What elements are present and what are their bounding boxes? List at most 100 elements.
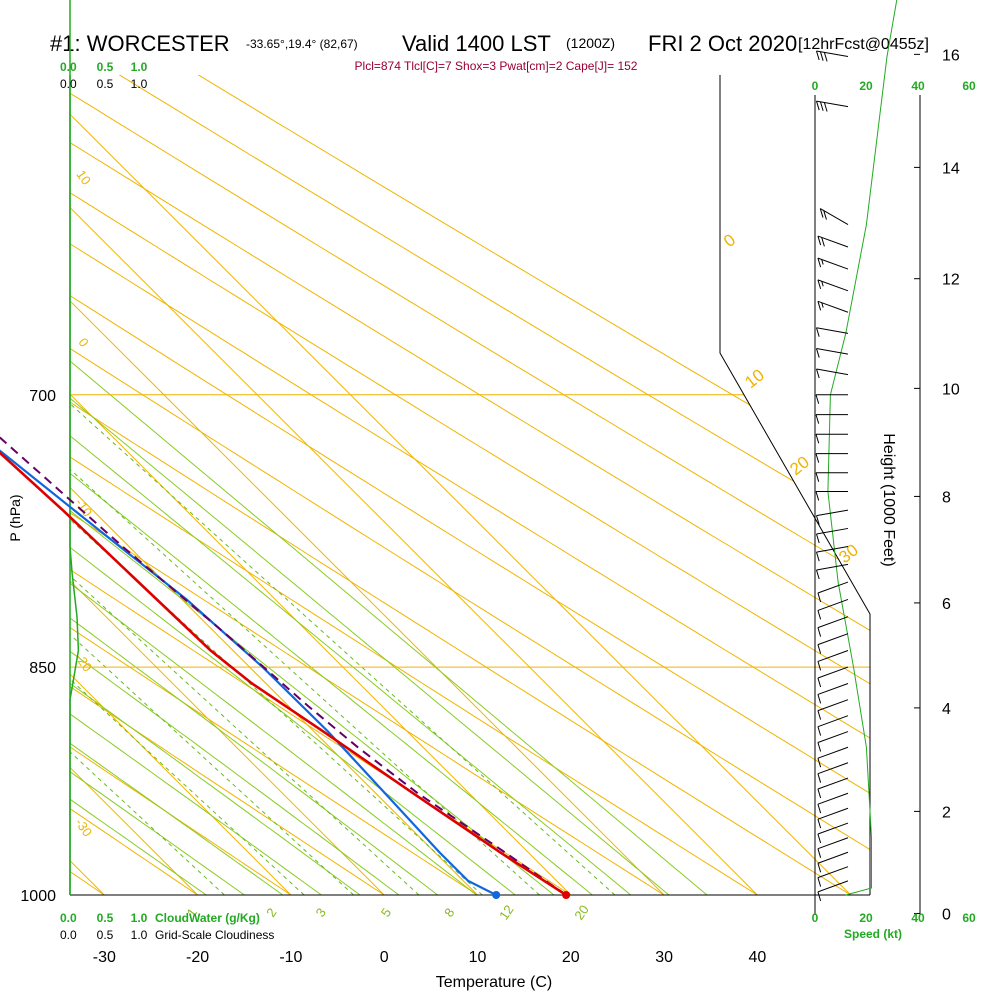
height-tick-label: 4 bbox=[942, 701, 951, 718]
speed-tick-top: 40 bbox=[911, 79, 925, 93]
wind-barb-flag bbox=[817, 819, 822, 829]
valid-time: Valid 1400 LST bbox=[402, 31, 551, 56]
dry-adiabat-line bbox=[70, 75, 868, 895]
wind-barb-flag bbox=[816, 551, 820, 562]
cloudiness-tick-top: 1.0 bbox=[131, 77, 148, 91]
wind-barb-flag bbox=[817, 677, 822, 688]
wind-barb-flag bbox=[821, 281, 824, 287]
isotherm-line bbox=[70, 75, 547, 895]
wind-barb bbox=[817, 746, 849, 768]
mixing-ratio-lines bbox=[70, 75, 616, 895]
height-tick-label: 14 bbox=[942, 160, 960, 177]
wind-barb-flag bbox=[821, 237, 825, 247]
moist-adiabat-line bbox=[70, 75, 565, 895]
utc-time: (1200Z) bbox=[566, 35, 615, 51]
wind-barb-flag bbox=[821, 259, 824, 265]
wind-barb bbox=[815, 394, 848, 404]
wind-barb-flag bbox=[817, 694, 822, 704]
mixing-ratio-line bbox=[70, 75, 305, 895]
wind-barb-flag bbox=[817, 833, 822, 844]
temperature-tick-label: -30 bbox=[93, 949, 116, 966]
wind-barb bbox=[816, 509, 849, 525]
wind-barb-flag bbox=[817, 592, 822, 603]
wind-barb bbox=[817, 822, 849, 844]
wind-barb-staff bbox=[817, 666, 849, 679]
wind-barb bbox=[817, 633, 849, 654]
wind-barb bbox=[815, 433, 848, 444]
wind-barb-flag bbox=[816, 348, 820, 358]
wind-barb-flag bbox=[823, 210, 827, 220]
speed-tick-bottom: 0 bbox=[812, 911, 819, 925]
wind-barb-flag bbox=[819, 51, 824, 61]
cloudiness-tick-top: 0.0 bbox=[60, 77, 77, 91]
moist-adiabats bbox=[70, 75, 789, 895]
wind-barb bbox=[817, 235, 849, 248]
wind-barb-staff bbox=[817, 699, 849, 712]
dry-adiabat-line bbox=[70, 75, 870, 895]
wind-barb-flag bbox=[817, 758, 822, 768]
cloudiness-tick-top: 0.5 bbox=[97, 77, 114, 91]
speed-tick-bottom: 40 bbox=[911, 911, 925, 925]
wind-barb-staff bbox=[817, 837, 849, 850]
wind-barb-flag bbox=[817, 804, 822, 814]
wind-barb bbox=[817, 731, 849, 752]
dry-adiabat-line bbox=[70, 75, 870, 895]
wind-barb-staff bbox=[817, 807, 849, 820]
wind-barb-staff bbox=[817, 649, 849, 662]
wind-barb-staff bbox=[820, 208, 849, 225]
dry-adiabat-line bbox=[70, 75, 111, 895]
wind-barb-flag bbox=[816, 50, 820, 61]
cloud-water-tick-top: 1.0 bbox=[131, 60, 148, 74]
wind-barb-staff bbox=[817, 279, 849, 292]
dry-adiabat-label-left: -10 bbox=[72, 495, 95, 519]
wind-barb-staff bbox=[816, 348, 849, 355]
dry-adiabat-line bbox=[70, 75, 300, 895]
wind-barb-staff bbox=[817, 235, 849, 248]
isotherm-line bbox=[70, 75, 640, 895]
wind-barb-staff bbox=[817, 731, 849, 743]
moist-adiabat-line bbox=[70, 75, 640, 895]
wind-barb-flag bbox=[815, 414, 820, 424]
wind-barb-flag bbox=[817, 235, 822, 246]
wind-barb-flag bbox=[817, 301, 822, 311]
dry-adiabat-line bbox=[70, 75, 395, 895]
height-tick-label: 16 bbox=[942, 47, 960, 64]
height-axis-label: Height (1000 Feet) bbox=[880, 433, 897, 566]
wind-barb bbox=[817, 279, 849, 292]
wind-barb bbox=[815, 414, 848, 424]
moist-adiabat-line bbox=[70, 75, 379, 895]
wind-barb-flag bbox=[817, 726, 822, 736]
moist-adiabat-line bbox=[70, 75, 528, 895]
cloud-water-label: CloudWater (g/Kg) bbox=[155, 911, 260, 925]
pressure-tick-label: 850 bbox=[29, 660, 56, 677]
wind-barb-flag bbox=[817, 863, 822, 873]
dry-adiabat-label-left: 0 bbox=[75, 335, 91, 350]
wind-barb-flag bbox=[816, 569, 820, 580]
surface-dewpoint-dot bbox=[492, 891, 501, 899]
speed-tick-top: 0 bbox=[812, 79, 819, 93]
wind-barb-staff bbox=[817, 762, 849, 775]
speed-tick-top: 60 bbox=[962, 79, 976, 93]
wind-barb bbox=[817, 866, 849, 887]
wind-barb bbox=[816, 546, 849, 562]
temperature-axis-label: Temperature (C) bbox=[436, 974, 552, 991]
wind-barb bbox=[816, 50, 849, 62]
wind-barb bbox=[817, 715, 849, 736]
wind-barb-flag bbox=[817, 257, 822, 268]
wind-barb-flag bbox=[816, 533, 820, 544]
dry-adiabat-line bbox=[70, 75, 870, 895]
wind-barb bbox=[816, 527, 849, 544]
mixing-ratio-label: 20 bbox=[571, 902, 592, 922]
wind-barb-staff bbox=[817, 746, 849, 759]
speed-tick-top: 20 bbox=[859, 79, 873, 93]
wind-barbs bbox=[815, 50, 849, 901]
wind-barb-staff bbox=[817, 598, 849, 611]
wind-barb bbox=[817, 666, 849, 688]
temperature-tick-label: 20 bbox=[562, 949, 580, 966]
isotherm-line bbox=[70, 75, 870, 895]
mixing-ratio-label: 5 bbox=[378, 905, 394, 920]
isobars bbox=[70, 394, 870, 895]
wind-barb-staff bbox=[816, 527, 849, 535]
